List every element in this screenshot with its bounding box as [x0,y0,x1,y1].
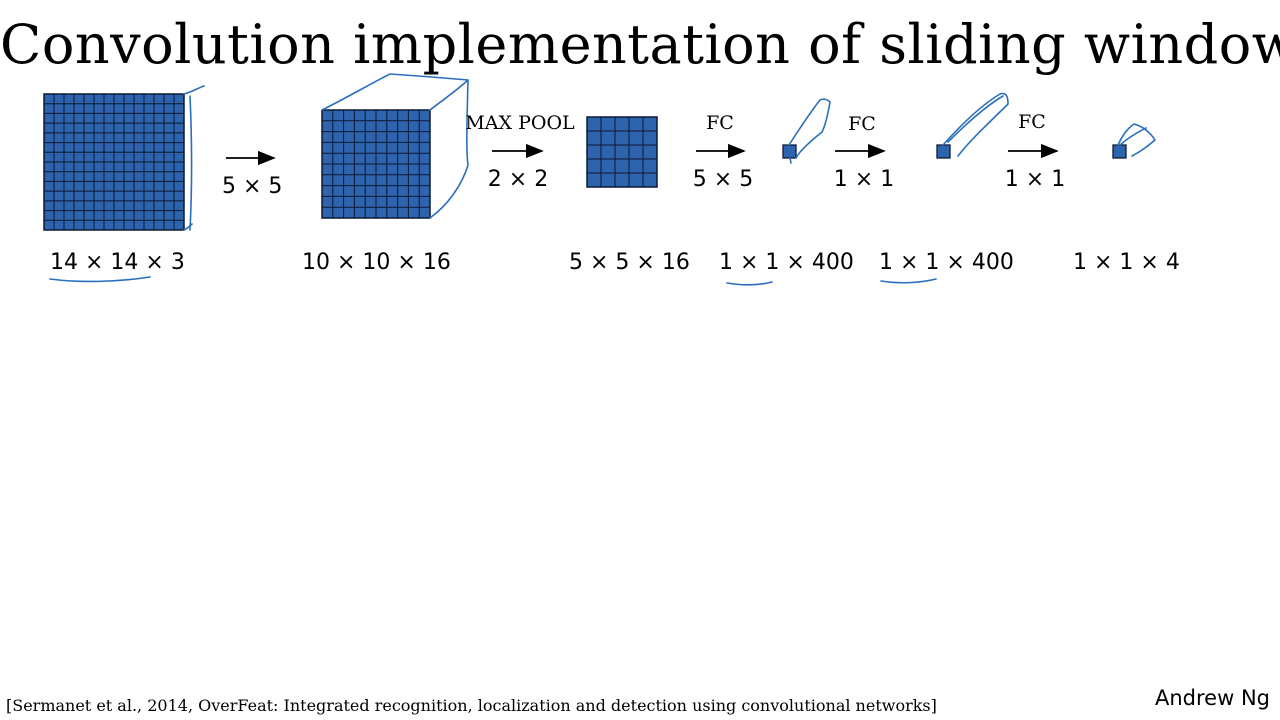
stage-5-dimension: 1 × 1 × 400 [879,252,1014,274]
output-cell [1112,144,1127,159]
pool-volume-5x5 [586,116,658,188]
sketch-input-depth [183,85,205,231]
stage-4-dimension: 1 × 1 × 400 [719,252,854,274]
conv-volume-10x10 [321,109,431,219]
fc-cell-2 [936,144,951,159]
op-fc3-label: FC [1018,111,1046,133]
stage-1-depth: × 3 [138,250,185,275]
stage-5-depth: × 400 [939,250,1014,275]
input-volume-14x14 [43,93,185,231]
op-fc2-label: FC [848,113,876,135]
op-fc2-param: 1 × 1 [833,167,895,192]
stage-1-dimension: 14 × 14 × 3 [50,252,185,274]
stage-5-spatial: 1 × 1 [879,250,940,275]
stage-1-spatial: 14 × 14 [50,250,139,275]
underline-input [49,276,151,283]
handwritten-annotations [49,73,1156,286]
sketch-fc2-depth [942,92,1009,157]
stage-4-spatial: 1 × 1 [719,250,780,275]
stage-4-depth: × 400 [779,250,854,275]
stage-2-dimension: 10 × 10 × 16 [302,250,451,275]
underline-fc1 [726,281,773,286]
underline-fc2 [880,278,937,284]
citation: [Sermanet et al., 2014, OverFeat: Integr… [6,696,937,715]
op-conv-param: 5 × 5 [222,174,283,199]
sketch-output-depth [1117,123,1156,157]
author-name: Andrew Ng [1155,686,1270,710]
sketch-conv-depth [321,73,469,219]
op-fc3-param: 1 × 1 [1004,167,1066,192]
op-maxpool-param: 2 × 2 [487,167,549,192]
sketch-fc1-depth [788,98,831,164]
op-fc1-param: 5 × 5 [692,167,754,192]
stage-3-dimension: 5 × 5 × 16 [569,250,690,275]
op-fc1-label: FC [706,112,734,134]
op-maxpool-label: MAX POOL [465,112,575,134]
stage-6-dimension: 1 × 1 × 4 [1073,250,1180,275]
fc-cell-1 [782,144,797,159]
slide-title: Convolution implementation of sliding wi… [0,13,1280,76]
